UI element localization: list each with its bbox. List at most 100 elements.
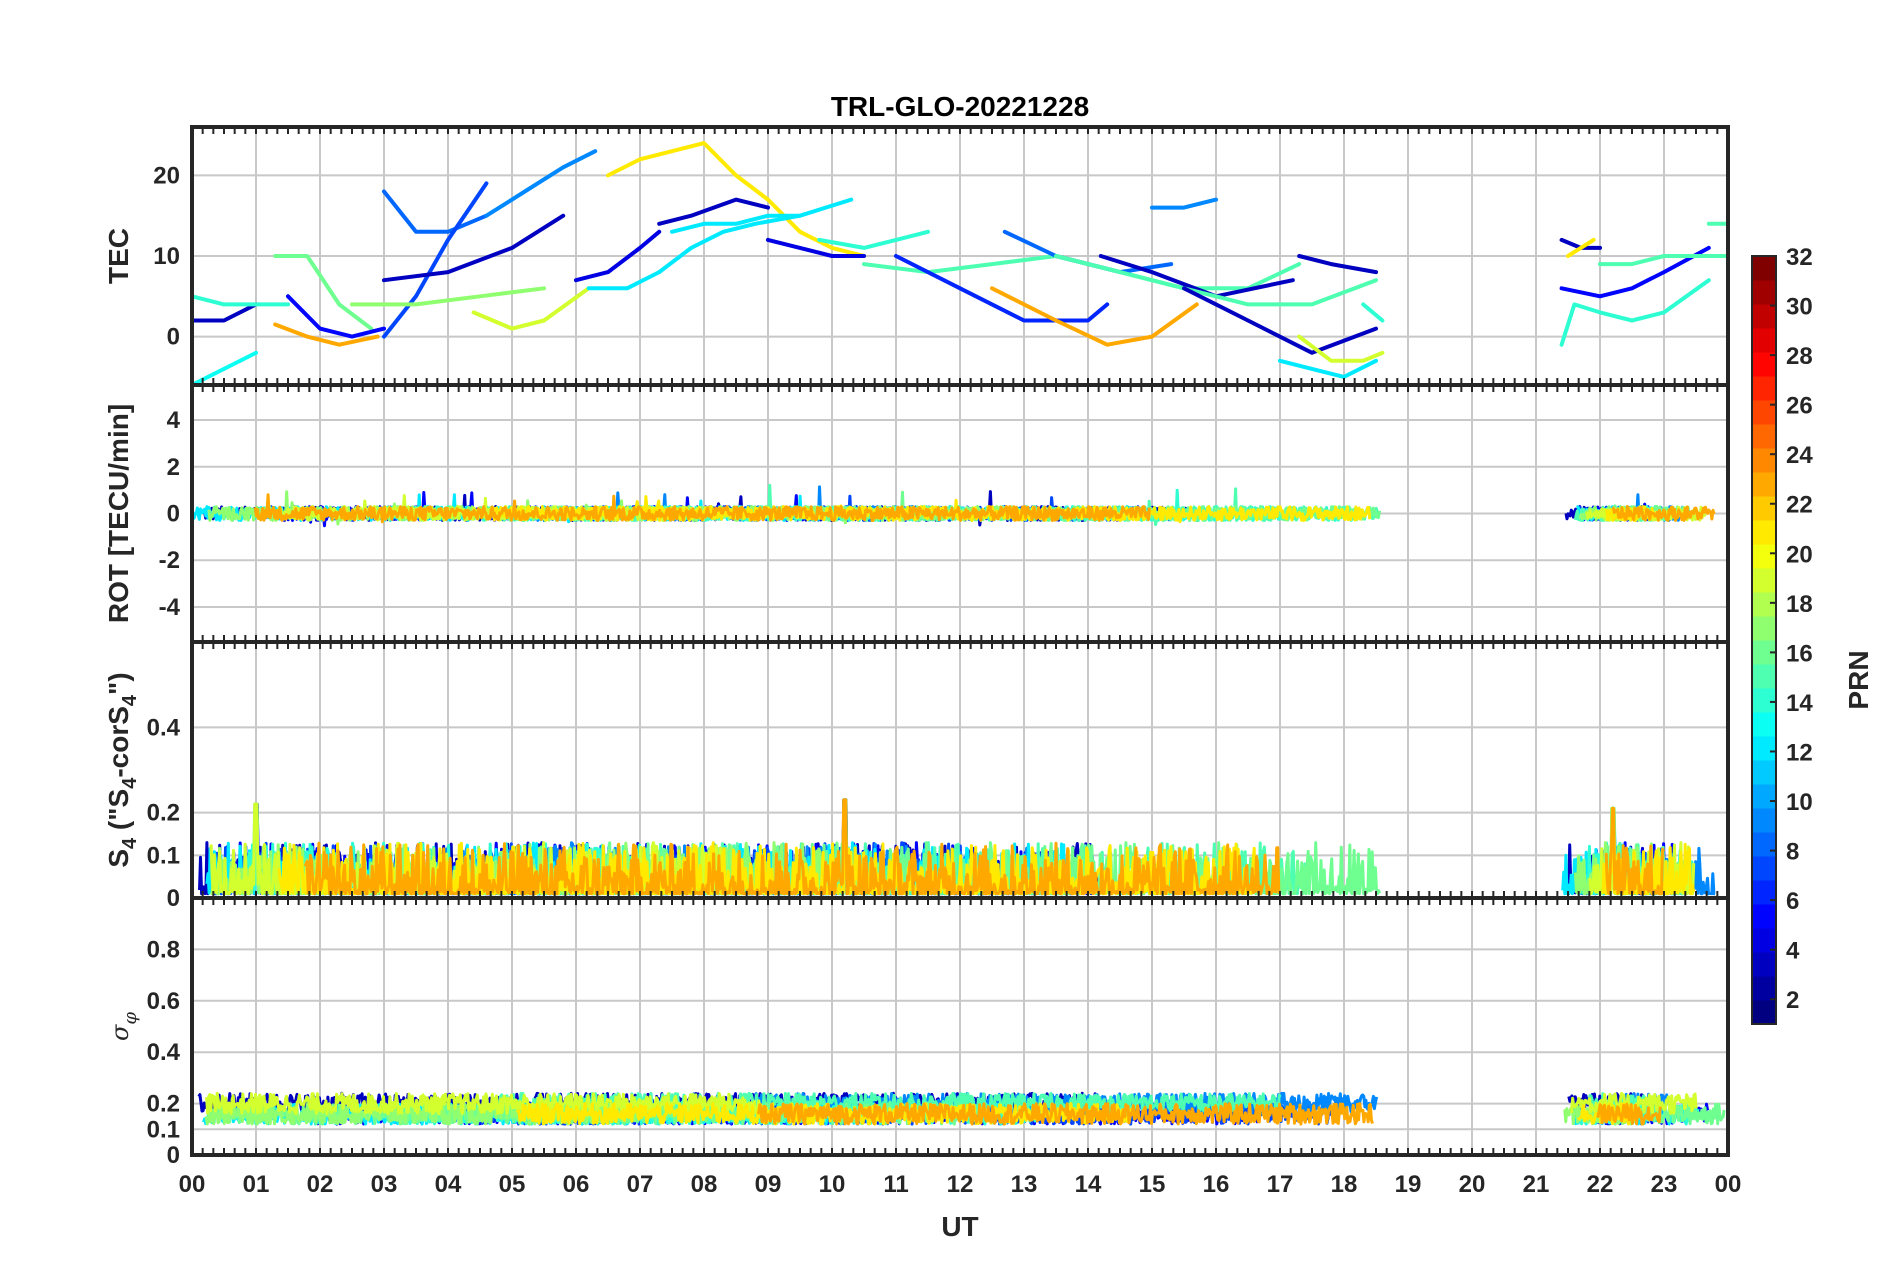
colorbar-swatch	[1752, 952, 1776, 977]
y-tick-label: 20	[153, 162, 180, 189]
colorbar-tick-label: 32	[1786, 244, 1813, 271]
x-tick-label: 10	[819, 1171, 846, 1198]
tec-series-prn-19	[471, 286, 591, 331]
colorbar-swatch	[1752, 568, 1776, 593]
tec-series-prn-3	[1182, 286, 1378, 355]
x-tick-label: 00	[179, 1171, 206, 1198]
x-tick-label: 01	[243, 1171, 270, 1198]
y-tick-label: -4	[159, 594, 181, 621]
colorbar-tick-label: 4	[1786, 938, 1800, 965]
tec-series-prn-15	[1598, 254, 1730, 267]
colorbar-tick-label: 2	[1786, 987, 1799, 1014]
colorbar-swatch	[1752, 688, 1776, 713]
x-tick-label: 12	[947, 1171, 974, 1198]
tec-series-prn-3	[1297, 254, 1378, 275]
series-group	[198, 798, 1716, 896]
y-tick-label: -2	[159, 547, 180, 574]
colorbar-swatch	[1752, 544, 1776, 569]
x-tick-label: 00	[1715, 1171, 1742, 1198]
colorbar-tick-label: 16	[1786, 640, 1813, 667]
tec-series-prn-15	[1054, 254, 1378, 307]
rot-series-prn-23	[1611, 505, 1716, 522]
y-tick-label: 2	[167, 454, 180, 481]
colorbar-tick-label: 12	[1786, 739, 1813, 766]
colorbar-swatch	[1752, 592, 1776, 617]
y-axis-label-sigma_phi: σφ	[106, 1012, 141, 1041]
colorbar-swatch	[1752, 856, 1776, 881]
x-tick-label: 15	[1139, 1171, 1166, 1198]
colorbar-swatch	[1752, 928, 1776, 953]
x-tick-label: 14	[1075, 1171, 1102, 1198]
x-tick-label: 16	[1203, 1171, 1230, 1198]
y-tick-label: 0	[167, 501, 180, 528]
x-tick-label: 06	[563, 1171, 590, 1198]
y-tick-label: 4	[167, 407, 181, 434]
y-axis-label-tec: TEC	[103, 228, 134, 284]
colorbar-swatch	[1752, 712, 1776, 737]
tec-series-prn-4	[574, 229, 662, 283]
colorbar-swatch	[1752, 520, 1776, 545]
y-tick-label: 0.2	[147, 1091, 180, 1118]
colorbar-swatch	[1752, 304, 1776, 329]
tec-series-prn-14	[817, 229, 930, 250]
y-tick-label: 0.6	[147, 988, 180, 1015]
colorbar-swatch	[1752, 280, 1776, 305]
x-tick-label: 11	[883, 1171, 908, 1198]
colorbar-label: PRN	[1843, 650, 1874, 709]
colorbar-swatch	[1752, 448, 1776, 473]
series-group	[190, 141, 1730, 387]
colorbar-swatch	[1752, 736, 1776, 761]
tec-series-prn-14	[1361, 302, 1385, 323]
panel-tec: 0 10 20 TEC	[103, 125, 1730, 387]
y-tick-label: 0	[167, 324, 180, 351]
x-tick-label: 05	[499, 1171, 526, 1198]
colorbar-swatch	[1752, 832, 1776, 857]
panel-s4: 0 0.1 0.2 0.4S4 ("S4-corS4")	[103, 640, 1730, 912]
colorbar-tick-label: 24	[1786, 442, 1813, 469]
y-tick-label: 0.1	[147, 842, 180, 869]
tec-series-prn-19	[1297, 334, 1385, 363]
tec-series-prn-8	[382, 189, 489, 234]
colorbar-tick-label: 22	[1786, 492, 1813, 519]
tec-series-prn-16	[273, 254, 374, 331]
y-tick-label: 10	[153, 243, 180, 270]
tec-series-prn-9	[1150, 197, 1218, 210]
x-axis: 00 01 02 03 04 05 06 07 08 09 10 11 12 13 14 15 16 17 18 19…	[179, 1171, 1742, 1198]
sigma_phi-series-prn-23	[756, 1102, 1374, 1126]
x-tick-label: 08	[691, 1171, 718, 1198]
colorbar-swatch	[1752, 904, 1776, 929]
tec-series-prn-9	[484, 149, 598, 218]
colorbar-swatch	[1752, 496, 1776, 521]
y-tick-label: 0.1	[147, 1116, 180, 1143]
tec-series-prn-5	[1559, 245, 1711, 299]
x-tick-label: 20	[1459, 1171, 1486, 1198]
x-tick-label: 02	[307, 1171, 334, 1198]
tec-series-prn-4	[766, 237, 866, 258]
tec-series-prn-12	[657, 213, 802, 275]
x-tick-label: 23	[1651, 1171, 1678, 1198]
colorbar-swatch	[1752, 424, 1776, 449]
tec-series-prn-5	[286, 294, 386, 339]
colorbar-tick-label: 28	[1786, 343, 1813, 370]
chart-title: TRL-GLO-20221228	[831, 91, 1089, 122]
x-tick-label: 13	[1011, 1171, 1038, 1198]
colorbar-tick-label: 6	[1786, 888, 1799, 915]
x-tick-label: 17	[1267, 1171, 1294, 1198]
colorbar-swatch	[1752, 664, 1776, 689]
colorbar-tick-label: 14	[1786, 690, 1813, 717]
tec-series-prn-14	[1559, 278, 1711, 347]
colorbar-swatch	[1752, 256, 1776, 281]
y-tick-label: 0.4	[147, 714, 181, 741]
tec-series-prn-3	[382, 213, 566, 283]
colorbar-tick-label: 10	[1786, 789, 1813, 816]
colorbar-swatch	[1752, 1000, 1776, 1025]
x-tick-label: 22	[1587, 1171, 1614, 1198]
tec-series-prn-21	[1566, 237, 1596, 258]
y-tick-label: 0.2	[147, 800, 180, 827]
x-tick-label: 04	[435, 1171, 462, 1198]
sigma_phi-series-prn-23	[1596, 1102, 1662, 1126]
tec-series-prn-12	[586, 270, 662, 291]
tec-series-prn-7	[382, 181, 489, 339]
